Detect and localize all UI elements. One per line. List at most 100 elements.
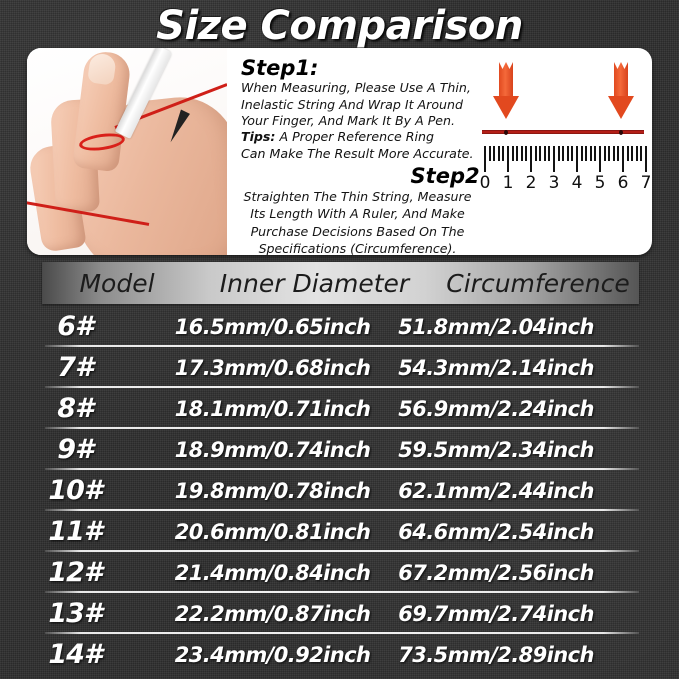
ruler-number-5: 5 — [594, 173, 606, 193]
cell-inner-diameter: 21.4mm/0.84inch — [174, 560, 371, 585]
ruler-tick-minor — [566, 146, 569, 161]
table-row: 9# 18.9mm/0.74inch 59.5mm/2.34inch — [0, 429, 679, 470]
arrow-head — [608, 96, 634, 119]
step1-line-1: When Measuring, Please Use A Thin, — [241, 80, 471, 96]
cell-inner-diameter: 17.3mm/0.68inch — [174, 355, 371, 380]
table-row: 14# 23.4mm/0.92inch 73.5mm/2.89inch — [0, 634, 679, 675]
column-header-circumference: Circumference — [446, 268, 630, 298]
table-row: 11# 20.6mm/0.81inch 64.6mm/2.54inch — [0, 511, 679, 552]
ruler-number-0: 0 — [479, 173, 491, 193]
ruler-tick-minor — [511, 146, 514, 161]
ruler-tick-minor — [640, 146, 643, 161]
row-divider — [45, 427, 639, 429]
instruction-panel: Step1: When Measuring, Please Use A Thin… — [27, 48, 652, 255]
ruler-tick-minor — [488, 146, 491, 161]
cell-inner-diameter: 16.5mm/0.65inch — [174, 314, 371, 339]
ruler-tick-minor — [493, 146, 496, 161]
cell-circumference: 64.6mm/2.54inch — [398, 519, 594, 544]
row-divider — [45, 386, 639, 388]
table-row: 6# 16.5mm/0.65inch 51.8mm/2.04inch — [0, 306, 679, 347]
ruler-tick-minor — [502, 146, 505, 161]
ruler-tick-minor — [525, 146, 528, 161]
table-body: 6# 16.5mm/0.65inch 51.8mm/2.04inch 7# 17.3mm… — [0, 306, 679, 675]
step2-line-1: Straighten The Thin String, Measure — [243, 189, 472, 205]
row-divider — [45, 632, 639, 634]
row-divider — [45, 591, 639, 593]
string-end-mark — [619, 130, 623, 135]
ruler-tick-minor — [612, 146, 615, 161]
ruler-tick-minor — [534, 146, 537, 161]
page-title: Size Comparison — [156, 3, 523, 49]
ruler-number-4: 4 — [571, 173, 583, 193]
cell-circumference: 69.7mm/2.74inch — [398, 601, 594, 626]
arrow-shaft — [614, 62, 628, 98]
cell-model: 9# — [57, 434, 94, 465]
ruler-number-1: 1 — [502, 173, 514, 193]
column-header-inner-diameter: Inner Diameter — [219, 268, 410, 298]
table-row: 10# 19.8mm/0.78inch 62.1mm/2.44inch — [0, 470, 679, 511]
arrow-head — [493, 96, 519, 119]
cell-circumference: 67.2mm/2.56inch — [398, 560, 594, 585]
cell-circumference: 54.3mm/2.14inch — [398, 355, 594, 380]
ruler-tick-minor — [548, 146, 551, 161]
steps-text-block: Step1: When Measuring, Please Use A Thin… — [225, 54, 490, 255]
cell-inner-diameter: 23.4mm/0.92inch — [174, 642, 371, 667]
row-divider — [45, 509, 639, 511]
row-divider — [45, 345, 639, 347]
table-row: 7# 17.3mm/0.68inch 54.3mm/2.14inch — [0, 347, 679, 388]
row-divider — [45, 550, 639, 552]
ruler-tick-major — [645, 146, 647, 172]
step1-heading: Step1: — [241, 56, 319, 80]
ruler-tick-minor — [589, 146, 592, 161]
cell-circumference: 59.5mm/2.34inch — [398, 437, 594, 462]
ruler-number-6: 6 — [617, 173, 629, 193]
ruler-tick-minor — [580, 146, 583, 161]
cell-circumference: 56.9mm/2.24inch — [398, 396, 594, 421]
ruler-number-2: 2 — [525, 173, 537, 193]
ruler-tick-minor — [557, 146, 560, 161]
ruler-tick-minor — [603, 146, 606, 161]
ruler-tick-minor — [539, 146, 542, 161]
down-arrow-icon-start — [493, 62, 519, 120]
cell-circumference: 62.1mm/2.44inch — [398, 478, 594, 503]
cell-inner-diameter: 18.1mm/0.71inch — [174, 396, 371, 421]
cell-model: 11# — [48, 516, 102, 547]
ruler-tick-minor — [594, 146, 597, 161]
ruler-tick-minor — [608, 146, 611, 161]
step2-heading: Step2: — [410, 163, 488, 188]
ruler-tick-minor — [516, 146, 519, 161]
table-header-row: Model Inner Diameter Circumference — [42, 262, 639, 304]
hand-illustration — [27, 48, 227, 255]
tips-line-1: Tips: A Proper Reference Ring — [241, 129, 490, 145]
column-header-model: Model — [79, 268, 155, 298]
ruler-tick-minor — [626, 146, 629, 161]
ruler-tick-major — [599, 146, 601, 172]
ruler-tick-major — [622, 146, 624, 172]
ruler-tick-minor — [543, 146, 546, 161]
cell-circumference: 51.8mm/2.04inch — [398, 314, 594, 339]
ruler-number-7: 7 — [640, 173, 652, 193]
ruler-tick-major — [576, 146, 578, 172]
ruler-tick-minor — [520, 146, 523, 161]
step1-line-3: Your Finger, And Mark It By A Pen. — [241, 112, 456, 128]
step2-line-4: Specifications (Circumference). — [258, 241, 457, 255]
down-arrow-icon-end — [608, 62, 634, 120]
tips-line-2: Can Make The Result More Accurate. — [241, 145, 474, 161]
cell-inner-diameter: 19.8mm/0.78inch — [174, 478, 371, 503]
step2-line-2: Its Length With A Ruler, And Make — [250, 206, 465, 222]
ruler-tick-minor — [571, 146, 574, 161]
ruler-number-3: 3 — [548, 173, 560, 193]
arrow-shaft — [499, 62, 513, 98]
cell-model: 10# — [48, 475, 102, 506]
string-start-mark — [504, 130, 508, 135]
ruler-tick-minor — [635, 146, 638, 161]
ruler-tick-minor — [562, 146, 565, 161]
straightened-string-line — [482, 130, 644, 134]
cell-model: 14# — [48, 639, 102, 670]
cell-inner-diameter: 20.6mm/0.81inch — [174, 519, 371, 544]
cell-inner-diameter: 22.2mm/0.87inch — [174, 601, 371, 626]
tips-label: Tips: — [241, 129, 276, 145]
